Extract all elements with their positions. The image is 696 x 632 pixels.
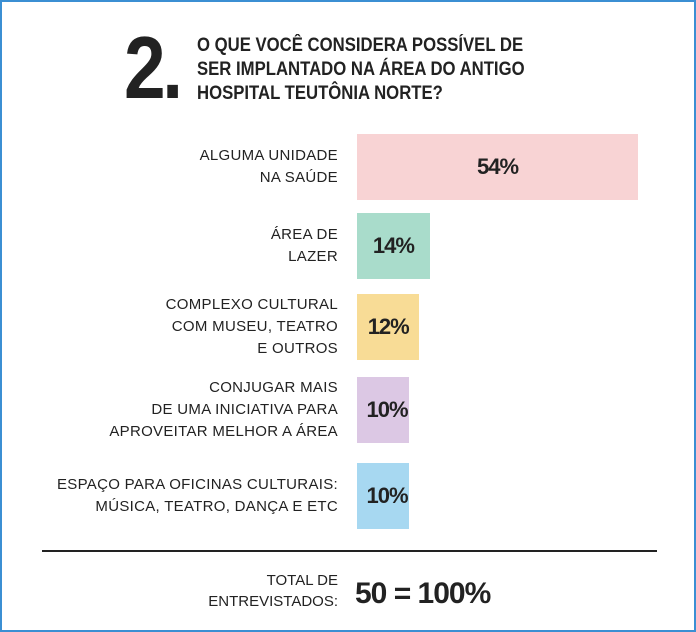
bar xyxy=(357,294,420,360)
value-label: 14% xyxy=(372,233,415,258)
bar xyxy=(357,213,430,279)
bar xyxy=(357,377,410,443)
category-label: ALGUMA UNIDADE NA SAÚDE xyxy=(199,147,338,186)
category-label: COMPLEXO CULTURAL COM MUSEU, TEATRO E OU… xyxy=(165,296,338,357)
total-label: TOTAL DE ENTREVISTADOS: xyxy=(208,572,338,610)
value-label: 12% xyxy=(367,314,410,339)
total-value: 50 = 100% xyxy=(355,577,491,610)
bar xyxy=(357,463,410,529)
value-label: 10% xyxy=(366,397,408,422)
value-label: 10% xyxy=(366,483,408,508)
category-label: CONJUGAR MAIS DE UMA INICIATIVA PARA APR… xyxy=(109,379,338,440)
bar xyxy=(357,134,638,200)
value-label: 54% xyxy=(476,154,519,179)
category-label: ÁREA DE LAZER xyxy=(270,226,338,265)
divider xyxy=(42,550,657,552)
chart-title: O QUE VOCÊ CONSIDERA POSSÍVEL DE SER IMP… xyxy=(197,35,525,104)
title-number: 2. xyxy=(124,18,183,117)
category-label: ESPAÇO PARA OFICINAS CULTURAIS: MÚSICA, … xyxy=(56,476,338,515)
